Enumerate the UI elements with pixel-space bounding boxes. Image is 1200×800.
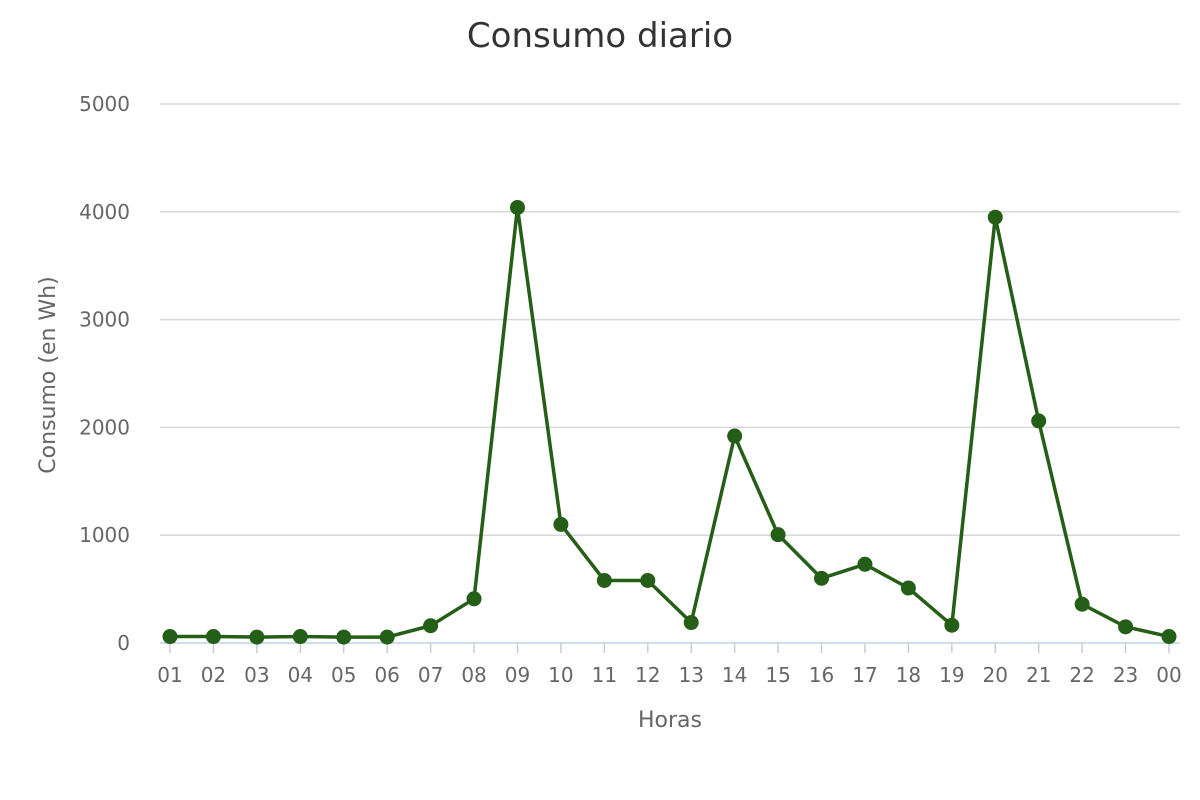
data-point[interactable]: [379, 629, 395, 645]
x-tick-label: 19: [939, 663, 964, 687]
x-tick-label: 03: [244, 663, 269, 687]
y-axis-ticks: 0 1000 2000 3000 4000 5000: [79, 92, 130, 655]
x-tick-label: 12: [635, 663, 660, 687]
x-tick-label: 17: [852, 663, 877, 687]
data-point[interactable]: [205, 629, 221, 645]
data-point[interactable]: [162, 629, 178, 645]
data-point[interactable]: [1074, 596, 1090, 612]
x-tick-label: 05: [331, 663, 356, 687]
data-point[interactable]: [770, 527, 786, 543]
data-point[interactable]: [1031, 413, 1047, 429]
data-point[interactable]: [596, 572, 612, 588]
x-tick-label: 02: [201, 663, 226, 687]
x-tick-label: 18: [896, 663, 921, 687]
x-tick-label: 10: [548, 663, 573, 687]
data-point[interactable]: [727, 428, 743, 444]
x-tick-label: 15: [765, 663, 790, 687]
y-tick-label: 0: [117, 631, 130, 655]
x-tick-label: 07: [418, 663, 443, 687]
x-tick-label: 16: [809, 663, 834, 687]
x-axis-label: Horas: [638, 708, 702, 733]
y-tick-label: 5000: [79, 92, 130, 116]
x-axis-ticks: 01 02 03 04 05 06 07 08 09 10 11 12 13 14 15 16 17 18 19 20…: [157, 643, 1182, 687]
x-tick-label: 01: [157, 663, 182, 687]
x-tick-label: 23: [1113, 663, 1138, 687]
data-point[interactable]: [553, 516, 569, 532]
x-tick-label: 08: [461, 663, 486, 687]
data-point[interactable]: [814, 570, 830, 586]
data-point[interactable]: [466, 591, 482, 607]
y-tick-label: 3000: [79, 308, 130, 332]
x-tick-label: 11: [592, 663, 617, 687]
data-point[interactable]: [944, 617, 960, 633]
y-tick-label: 1000: [79, 523, 130, 547]
x-tick-label: 06: [374, 663, 399, 687]
x-tick-label: 09: [505, 663, 530, 687]
x-tick-label: 20: [983, 663, 1008, 687]
x-tick-label: 00: [1156, 663, 1181, 687]
data-point[interactable]: [292, 629, 308, 645]
data-point[interactable]: [423, 618, 439, 634]
data-point[interactable]: [1118, 619, 1134, 635]
x-tick-label: 04: [288, 663, 313, 687]
data-point[interactable]: [900, 580, 916, 596]
series-line: [170, 205, 1170, 639]
y-tick-label: 2000: [79, 415, 130, 439]
chart-title: Consumo diario: [467, 16, 733, 56]
data-point[interactable]: [857, 556, 873, 572]
data-point[interactable]: [987, 209, 1003, 225]
y-tick-label: 4000: [79, 200, 130, 224]
x-tick-label: 14: [722, 663, 747, 687]
data-point[interactable]: [683, 615, 699, 631]
data-point[interactable]: [249, 629, 265, 645]
data-point[interactable]: [336, 629, 352, 645]
x-tick-label: 22: [1069, 663, 1094, 687]
data-point[interactable]: [640, 572, 656, 588]
x-tick-label: 13: [678, 663, 703, 687]
data-point[interactable]: [1161, 629, 1177, 645]
y-grid: [160, 103, 1180, 536]
x-tick-label: 21: [1026, 663, 1051, 687]
y-axis-label: Consumo (en Wh): [36, 276, 61, 473]
data-point[interactable]: [509, 199, 525, 215]
series-group: [162, 199, 1177, 645]
